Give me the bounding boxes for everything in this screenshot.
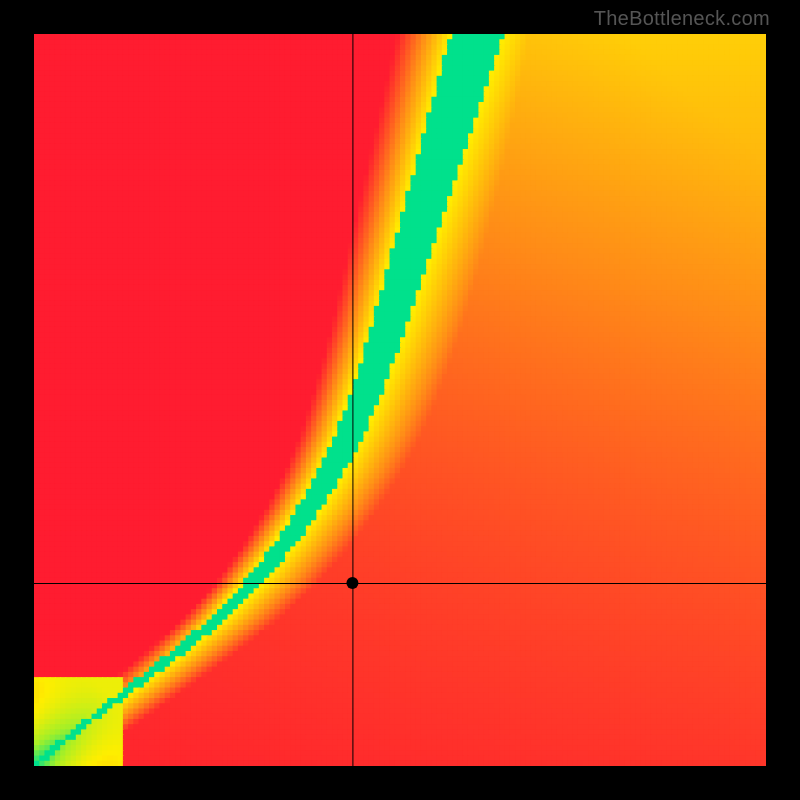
heatmap-canvas (34, 34, 766, 766)
heatmap-plot (34, 34, 766, 766)
watermark-text: TheBottleneck.com (594, 8, 770, 31)
